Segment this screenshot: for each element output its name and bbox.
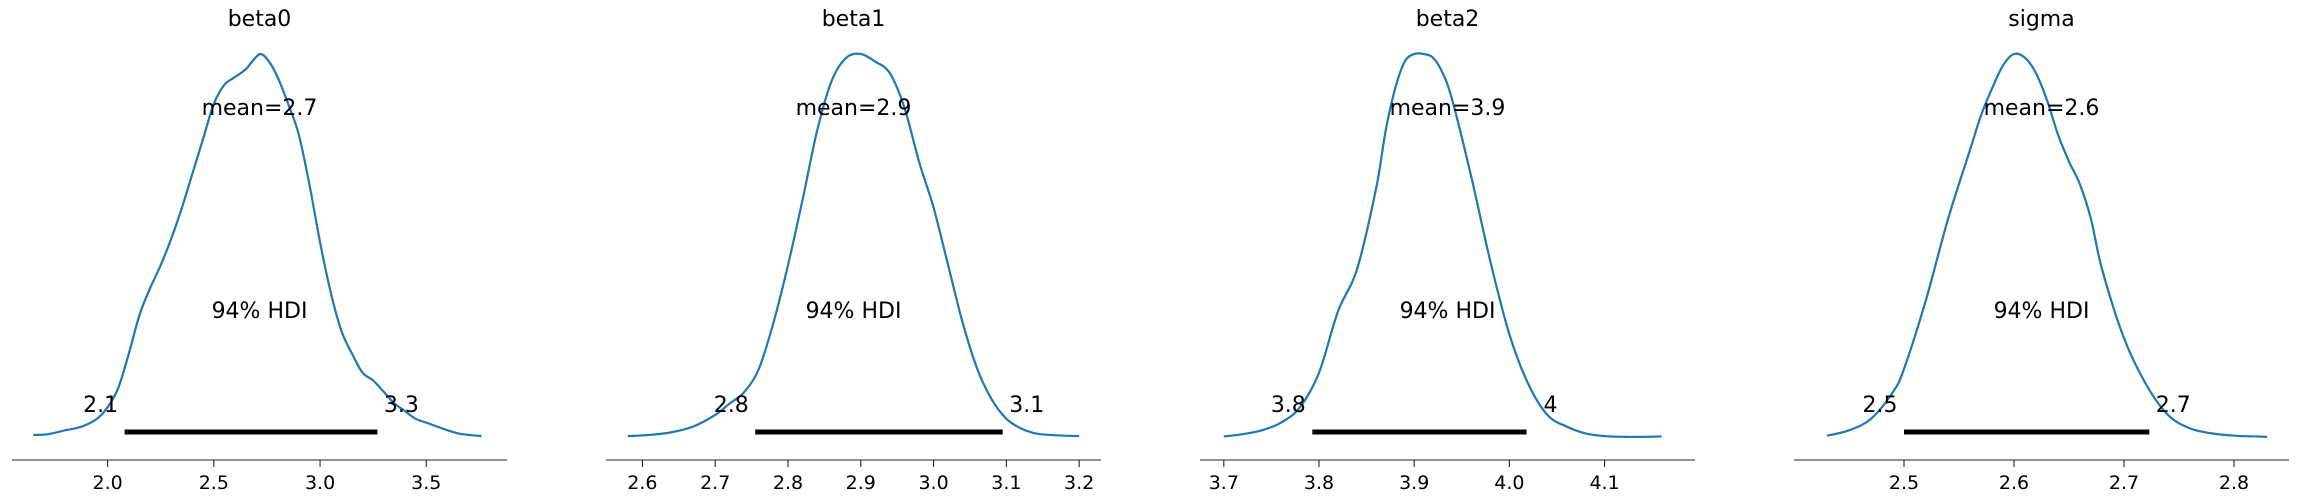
panel-title: beta1 xyxy=(822,7,886,32)
x-tick-label: 2.7 xyxy=(700,472,730,494)
x-tick-label: 2.9 xyxy=(846,472,876,494)
hdi-low-label: 2.5 xyxy=(1863,393,1898,418)
x-tick-label: 2.5 xyxy=(1889,472,1919,494)
x-tick-label: 4.0 xyxy=(1494,472,1524,494)
density-curve xyxy=(1223,52,1662,439)
hdi-low-label: 2.1 xyxy=(83,393,118,418)
x-tick-label: 3.1 xyxy=(991,472,1021,494)
posterior-panel-beta1: beta1 mean=2.9 94% HDI 2.8 3.1 2.6 2.7 2.8 2.9 3.… xyxy=(606,7,1101,494)
x-tick-label: 2.8 xyxy=(2219,472,2249,494)
panel-title: beta2 xyxy=(1416,7,1480,32)
x-tick-label: 3.2 xyxy=(1064,472,1094,494)
density-curve xyxy=(627,52,1080,438)
x-tick-label: 3.9 xyxy=(1399,472,1429,494)
mean-label: mean=2.7 xyxy=(202,96,318,121)
hdi-low-label: 2.8 xyxy=(714,393,749,418)
density-curve xyxy=(33,52,482,438)
x-tick-label: 4.1 xyxy=(1589,472,1619,494)
density-curve xyxy=(1826,52,2268,438)
x-tick-label: 3.5 xyxy=(411,472,441,494)
mean-label: mean=2.9 xyxy=(796,96,912,121)
x-tick-label: 2.6 xyxy=(627,472,657,494)
x-tick-label: 3.7 xyxy=(1209,472,1239,494)
mean-label: mean=3.9 xyxy=(1390,96,1506,121)
hdi-label: 94% HDI xyxy=(212,299,308,324)
hdi-low-label: 3.8 xyxy=(1271,393,1306,418)
posterior-panel-sigma: sigma mean=2.6 94% HDI 2.5 2.7 2.5 2.6 2.7 2.8 xyxy=(1794,7,2289,494)
panel-title: sigma xyxy=(2008,7,2074,32)
x-tick-label: 3.8 xyxy=(1304,472,1334,494)
posterior-panel-beta0: beta0 mean=2.7 94% HDI 2.1 3.3 2.0 2.5 3.0 3.5 xyxy=(12,7,507,494)
posterior-panel-beta2: beta2 mean=3.9 94% HDI 3.8 4 3.7 3.8 3.9 4.0 4.1 xyxy=(1200,7,1695,494)
x-tick-label: 2.8 xyxy=(773,472,803,494)
x-tick-label: 3.0 xyxy=(918,472,948,494)
hdi-high-label: 3.3 xyxy=(384,393,419,418)
x-tick-label: 3.0 xyxy=(305,472,335,494)
x-tick-label: 2.6 xyxy=(1999,472,2029,494)
hdi-label: 94% HDI xyxy=(1994,299,2090,324)
x-tick-label: 2.7 xyxy=(2109,472,2139,494)
x-tick-label: 2.0 xyxy=(92,472,122,494)
hdi-high-label: 2.7 xyxy=(2156,393,2191,418)
hdi-high-label: 4 xyxy=(1544,393,1558,418)
hdi-label: 94% HDI xyxy=(806,299,902,324)
mean-label: mean=2.6 xyxy=(1984,96,2100,121)
panel-title: beta0 xyxy=(228,7,292,32)
hdi-label: 94% HDI xyxy=(1400,299,1496,324)
x-tick-label: 2.5 xyxy=(199,472,229,494)
hdi-high-label: 3.1 xyxy=(1009,393,1044,418)
